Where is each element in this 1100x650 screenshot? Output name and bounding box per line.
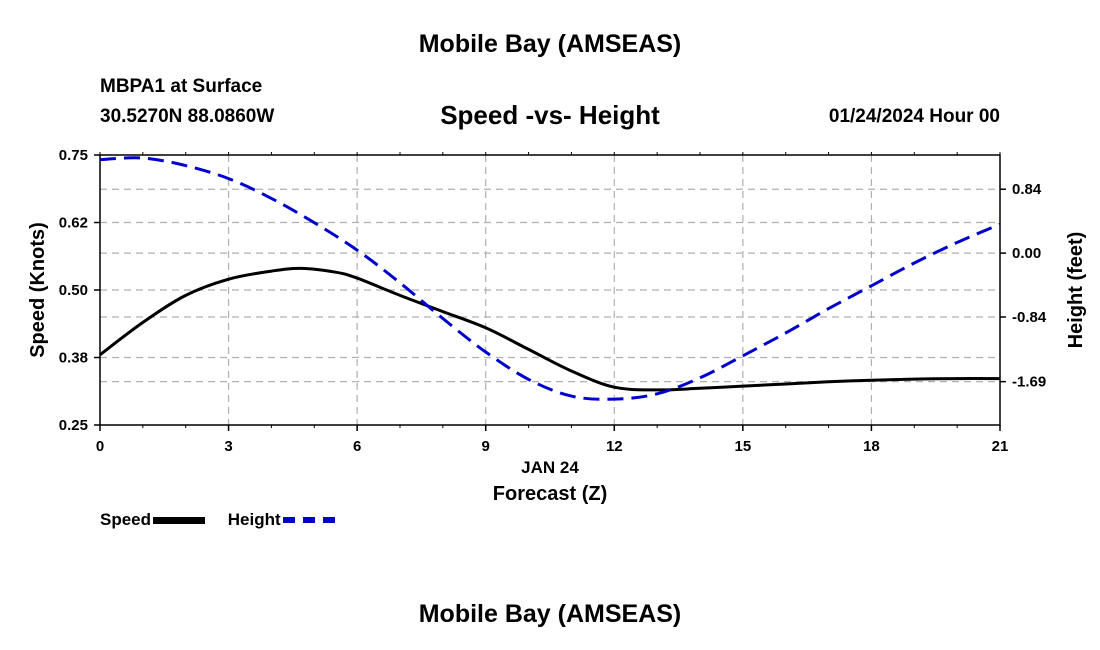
x-tick-label: 18 bbox=[863, 438, 880, 455]
chart-title: Speed -vs- Height bbox=[440, 100, 660, 130]
legend-swatch-height bbox=[282, 517, 335, 523]
y-tick-label: 0.25 bbox=[59, 417, 88, 434]
y2-axis-label: Height (feet) bbox=[1065, 232, 1087, 349]
x-tick-label: 21 bbox=[992, 438, 1009, 455]
axis-ticks: 0 3 6 9 12 15 18 21 0.25 0.38 0.50 0.62 0.75 0.84 0.00… bbox=[59, 147, 1047, 455]
y-tick-label: 0.62 bbox=[59, 215, 88, 232]
x-tick-label: 9 bbox=[482, 438, 490, 455]
page-title-footer: Mobile Bay (AMSEAS) bbox=[418, 600, 682, 628]
legend-swatch-speed bbox=[153, 516, 206, 524]
legend-item-speed: Speed bbox=[100, 510, 206, 530]
y2-tick-label: -1.69 bbox=[1012, 374, 1046, 391]
legend-label-speed: Speed bbox=[100, 510, 152, 529]
y2-tick-label: 0.84 bbox=[1012, 181, 1042, 198]
forecast-date: 01/24/2024 Hour 00 bbox=[828, 106, 1000, 127]
y-axis-label: Speed (Knots) bbox=[27, 222, 49, 358]
x-tick-label: 12 bbox=[606, 438, 623, 455]
x-axis-label: Forecast (Z) bbox=[493, 483, 607, 505]
grid bbox=[100, 155, 1000, 425]
y2-tick-label: -0.84 bbox=[1012, 309, 1047, 326]
station-coordinates: 30.5270N 88.0860W bbox=[100, 106, 275, 127]
y2-tick-label: 0.00 bbox=[1012, 245, 1041, 262]
y-tick-label: 0.50 bbox=[59, 282, 88, 299]
x-tick-label: 15 bbox=[735, 438, 752, 455]
x-tick-label: 0 bbox=[96, 438, 104, 455]
series-line-height bbox=[99, 156, 1001, 401]
legend-label-height: Height bbox=[227, 510, 281, 529]
page-title: Mobile Bay (AMSEAS) bbox=[418, 30, 682, 58]
series bbox=[99, 156, 1001, 401]
series-line-speed bbox=[99, 266, 1001, 392]
y-tick-label: 0.75 bbox=[59, 147, 88, 164]
y-tick-label: 0.38 bbox=[59, 350, 88, 367]
x-axis-date-label: JAN 24 bbox=[521, 458, 579, 477]
x-tick-label: 3 bbox=[224, 438, 232, 455]
station-label: MBPA1 at Surface bbox=[100, 76, 263, 97]
legend-item-height: Height bbox=[228, 510, 335, 530]
legend: Speed Height bbox=[100, 510, 353, 530]
x-tick-label: 6 bbox=[353, 438, 361, 455]
